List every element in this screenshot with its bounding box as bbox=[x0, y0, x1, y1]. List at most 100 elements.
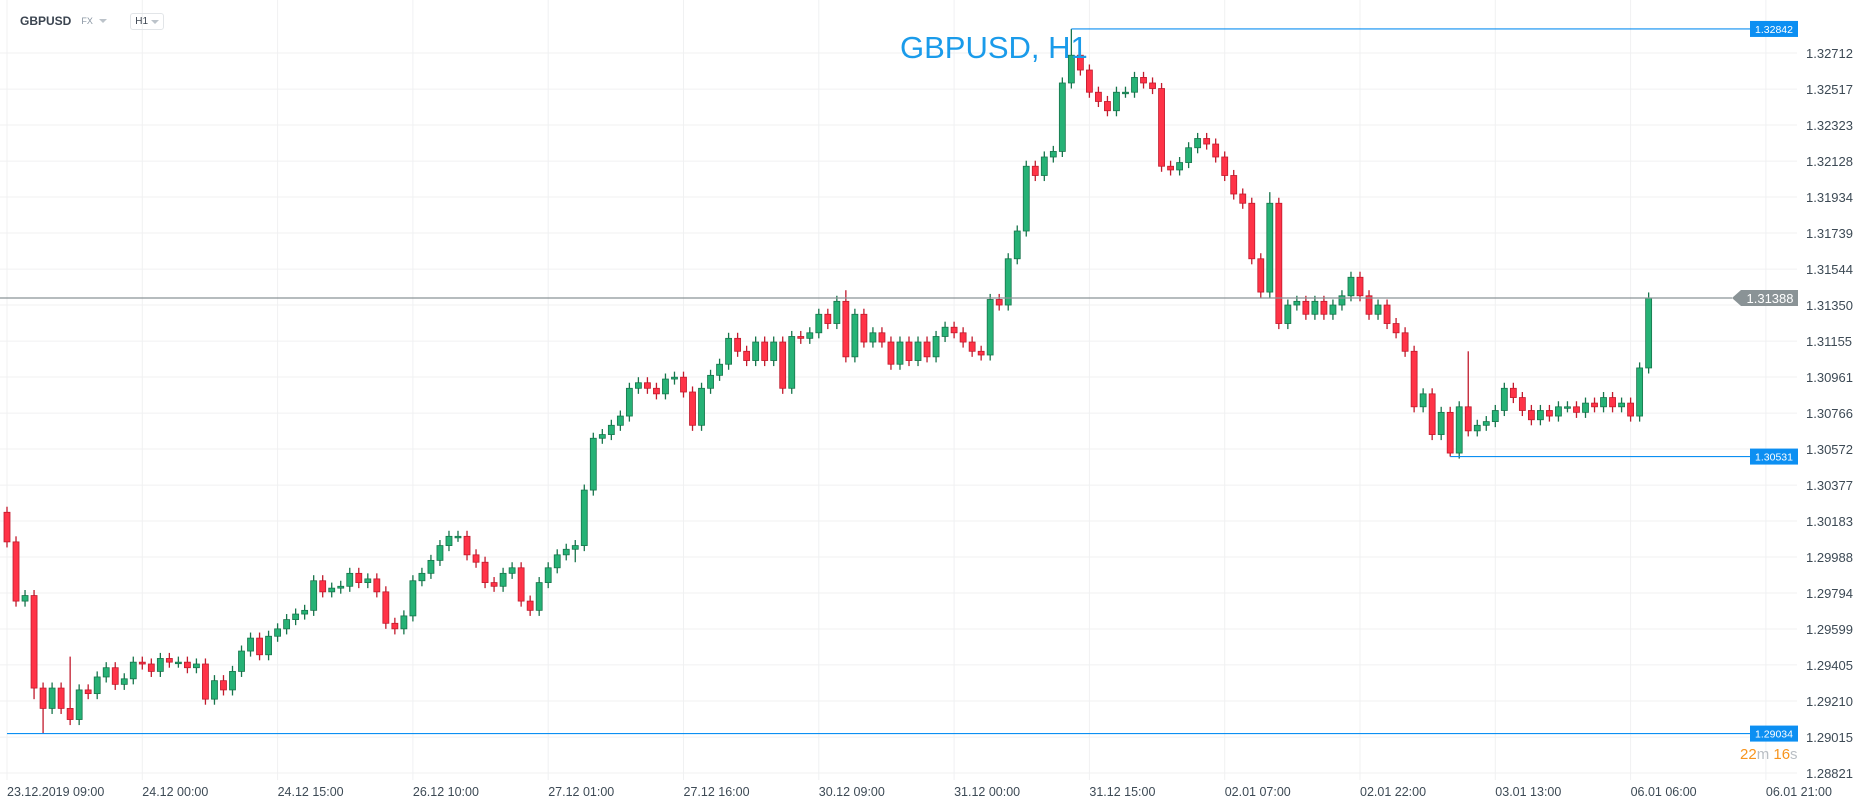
bullish-candle bbox=[445, 535, 453, 546]
bearish-candle bbox=[1104, 101, 1111, 112]
bullish-candle bbox=[752, 341, 760, 361]
bearish-candle bbox=[1257, 258, 1265, 293]
bullish-candle bbox=[418, 572, 426, 582]
bullish-candle bbox=[1473, 424, 1481, 432]
bullish-candle bbox=[409, 580, 417, 617]
bullish-candle bbox=[1266, 202, 1274, 293]
bearish-candle bbox=[202, 663, 209, 700]
x-tick-label: 02.01 22:00 bbox=[1360, 785, 1426, 799]
bullish-candle bbox=[193, 663, 200, 669]
bullish-candle bbox=[788, 336, 796, 389]
bullish-candle bbox=[1419, 393, 1427, 408]
y-tick-label: 1.30183 bbox=[1806, 514, 1853, 529]
y-tick-label: 1.31155 bbox=[1806, 334, 1852, 349]
bullish-candle bbox=[914, 341, 922, 361]
bullish-candle bbox=[1491, 410, 1499, 423]
bullish-candle bbox=[229, 671, 236, 691]
bullish-candle bbox=[1122, 91, 1129, 95]
bearish-candle bbox=[472, 554, 480, 563]
timeframe-dropdown[interactable]: H1 bbox=[130, 13, 164, 30]
bearish-candle bbox=[878, 332, 886, 343]
bearish-candle bbox=[463, 535, 471, 556]
bullish-candle bbox=[1067, 54, 1075, 84]
bullish-candle bbox=[851, 313, 859, 358]
bearish-candle bbox=[1239, 193, 1247, 204]
bearish-candle bbox=[1248, 202, 1256, 260]
x-tick-label: 06.01 06:00 bbox=[1631, 785, 1697, 799]
bearish-candle bbox=[1518, 397, 1526, 411]
bearish-candle bbox=[905, 341, 913, 361]
y-tick-label: 1.29988 bbox=[1806, 550, 1853, 565]
bearish-candle bbox=[3, 511, 11, 543]
bullish-candle bbox=[986, 299, 994, 356]
bearish-candle bbox=[1158, 88, 1165, 167]
y-tick-label: 1.29210 bbox=[1806, 694, 1853, 709]
low-level-value: 1.30531 bbox=[1755, 452, 1793, 464]
bullish-candle bbox=[1113, 91, 1120, 112]
bullish-candle bbox=[499, 572, 507, 587]
bullish-candle bbox=[400, 615, 408, 630]
bearish-candle bbox=[373, 578, 381, 593]
bearish-candle bbox=[1212, 143, 1220, 158]
bearish-candle bbox=[779, 341, 787, 389]
bullish-candle bbox=[869, 332, 877, 343]
candle-countdown: 22m 16s bbox=[1740, 746, 1798, 763]
countdown-minutes: 22 bbox=[1740, 746, 1757, 763]
bearish-candle bbox=[923, 341, 931, 358]
y-tick-label: 1.29015 bbox=[1806, 730, 1853, 745]
bearish-candle bbox=[1031, 165, 1039, 176]
y-tick-label: 1.28821 bbox=[1806, 766, 1853, 781]
bearish-candle bbox=[1609, 397, 1616, 408]
bearish-candle bbox=[1383, 304, 1391, 324]
bullish-candle bbox=[247, 637, 254, 652]
bullish-candle bbox=[598, 434, 606, 439]
chart-title: GBPUSD, H1 bbox=[900, 30, 1088, 65]
bullish-candle bbox=[346, 572, 354, 587]
market-dropdown[interactable]: FX bbox=[81, 16, 107, 26]
bullish-candle bbox=[156, 658, 164, 672]
y-tick-label: 1.29794 bbox=[1806, 586, 1853, 601]
x-tick-label: 24.12 15:00 bbox=[278, 785, 344, 799]
bearish-candle bbox=[481, 561, 489, 583]
chevron-down-icon bbox=[150, 19, 159, 24]
bearish-candle bbox=[842, 300, 850, 358]
bearish-candle bbox=[1230, 175, 1238, 195]
bearish-candle bbox=[183, 661, 191, 669]
y-tick-label: 1.32712 bbox=[1806, 46, 1853, 61]
bullish-candle bbox=[265, 635, 272, 656]
bearish-candle bbox=[887, 341, 895, 365]
bullish-candle bbox=[301, 609, 309, 615]
bullish-candle bbox=[427, 559, 435, 574]
bullish-candle bbox=[120, 678, 128, 685]
bullish-candle bbox=[1645, 297, 1653, 369]
bearish-candle bbox=[1573, 406, 1580, 413]
bullish-candle bbox=[707, 374, 714, 389]
bearish-candle bbox=[968, 341, 976, 352]
timeframe-label: H1 bbox=[135, 16, 149, 27]
bullish-candle bbox=[1329, 304, 1337, 315]
bearish-candle bbox=[111, 667, 119, 685]
countdown-seconds-unit: s bbox=[1790, 746, 1798, 763]
bullish-candle bbox=[1636, 367, 1644, 417]
bearish-candle bbox=[1140, 77, 1147, 84]
bullish-candle bbox=[1131, 77, 1138, 93]
bullish-candle bbox=[1013, 230, 1021, 260]
bullish-candle bbox=[436, 545, 444, 561]
y-tick-label: 1.31739 bbox=[1806, 226, 1853, 241]
bullish-candle bbox=[274, 628, 282, 637]
bullish-candle bbox=[364, 578, 372, 583]
bearish-candle bbox=[995, 299, 1003, 306]
bullish-candle bbox=[1338, 295, 1346, 306]
countdown-minutes-unit: m bbox=[1756, 746, 1770, 763]
bullish-candle bbox=[129, 661, 137, 680]
bullish-candle bbox=[1500, 387, 1508, 411]
bullish-candle bbox=[1555, 406, 1562, 417]
bearish-candle bbox=[147, 663, 155, 672]
y-tick-label: 1.31350 bbox=[1806, 298, 1853, 313]
high-level-badge bbox=[1750, 20, 1798, 37]
bearish-candle bbox=[84, 689, 92, 695]
bullish-candle bbox=[571, 545, 579, 550]
bullish-candle bbox=[292, 613, 300, 620]
bullish-candle bbox=[1482, 421, 1490, 426]
